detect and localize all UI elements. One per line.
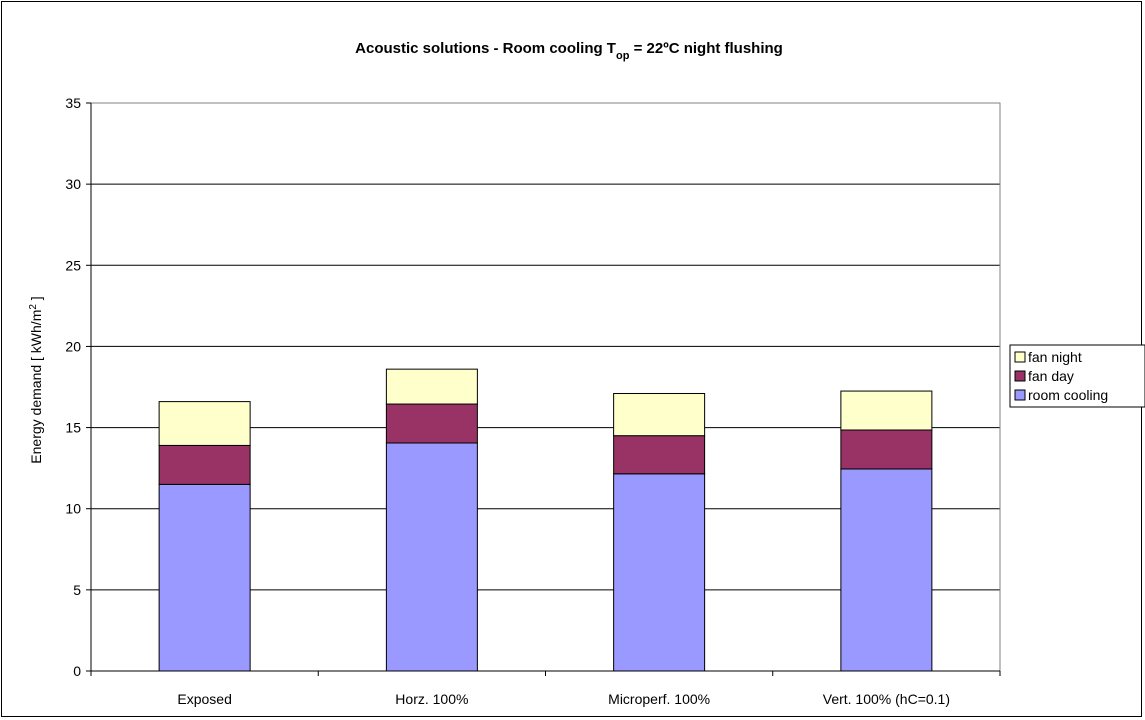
y-axis-title: Energy demand [ kWh/m2 ] xyxy=(28,296,45,463)
legend-swatch xyxy=(1014,370,1026,382)
legend: fan night fan day room cooling xyxy=(1009,344,1145,408)
chart-title-suffix: = 22ºC night flushing xyxy=(629,40,782,57)
y-axis-title-main: Energy demand [ kWh/m xyxy=(28,310,44,464)
y-tick-label: 20 xyxy=(65,338,81,354)
y-axis-title-suffix: ] xyxy=(28,296,44,304)
chart-title-subscript: op xyxy=(616,50,630,62)
bar-segment xyxy=(613,435,706,475)
x-axis: Exposed Horz. 100% Microperf. 100% Vert. 10… xyxy=(90,670,1001,707)
y-axis-title-superscript: 2 xyxy=(28,304,39,310)
bar-segment xyxy=(385,442,478,672)
legend-swatch xyxy=(1014,389,1026,401)
legend-swatch xyxy=(1014,351,1026,363)
bar-segment xyxy=(613,473,706,672)
bar-segment xyxy=(385,403,478,444)
y-tick-label: 10 xyxy=(65,501,81,517)
bar-segment xyxy=(385,368,478,405)
x-tick-label: Exposed xyxy=(177,691,231,707)
legend-box xyxy=(1009,344,1145,408)
bar-segment xyxy=(158,401,251,446)
y-axis: 0 5 10 15 20 25 30 35 xyxy=(65,95,92,679)
y-tick-label: 0 xyxy=(73,663,81,679)
y-tick-label: 30 xyxy=(65,176,81,192)
chart-title-main: Acoustic solutions - Room cooling T xyxy=(355,40,616,57)
x-tick-label: Microperf. 100% xyxy=(608,691,710,707)
bar-segment xyxy=(158,444,251,485)
bar-segment xyxy=(840,429,933,470)
legend-label: fan day xyxy=(1028,368,1074,384)
bar-segment xyxy=(613,392,706,437)
y-tick-label: 35 xyxy=(65,95,81,111)
x-tick-label: Vert. 100% (hC=0.1) xyxy=(823,691,950,707)
y-tick-label: 15 xyxy=(65,420,81,436)
y-tick-label: 25 xyxy=(65,257,81,273)
chart-title: Acoustic solutions - Room cooling Top = … xyxy=(355,40,783,62)
y-tick-label: 5 xyxy=(73,582,81,598)
x-tick-label: Horz. 100% xyxy=(395,691,468,707)
legend-label: room cooling xyxy=(1028,387,1108,403)
legend-label: fan night xyxy=(1028,349,1082,365)
bar-segment xyxy=(840,468,933,672)
bar-segment xyxy=(840,390,933,431)
plot-area: 0 5 10 15 20 25 30 35 Exposed Horz. 100% Microper… xyxy=(65,95,1001,707)
bars xyxy=(158,368,933,672)
bar-segment xyxy=(158,483,251,672)
